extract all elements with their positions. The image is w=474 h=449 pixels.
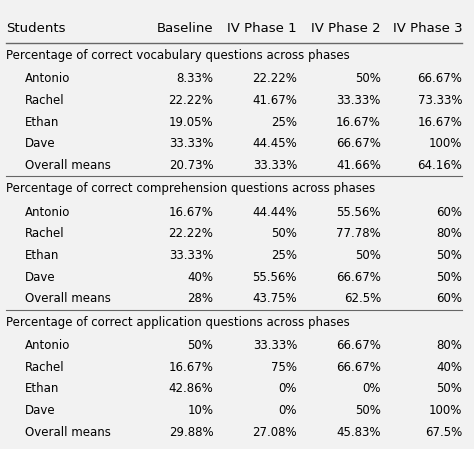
Text: 50%: 50% (355, 249, 381, 262)
Text: 45.83%: 45.83% (337, 426, 381, 439)
Text: 16.67%: 16.67% (418, 116, 462, 129)
Text: 41.67%: 41.67% (252, 94, 297, 107)
Text: Antonio: Antonio (25, 339, 70, 352)
Text: 55.56%: 55.56% (337, 206, 381, 219)
Text: 66.67%: 66.67% (336, 271, 381, 284)
Text: 33.33%: 33.33% (169, 137, 213, 150)
Text: 20.73%: 20.73% (169, 159, 213, 172)
Text: Dave: Dave (25, 404, 55, 417)
Text: 16.67%: 16.67% (168, 206, 213, 219)
Text: 29.88%: 29.88% (169, 426, 213, 439)
Text: Ethan: Ethan (25, 249, 59, 262)
Text: 25%: 25% (271, 249, 297, 262)
Text: 28%: 28% (187, 292, 213, 305)
Text: 22.22%: 22.22% (252, 72, 297, 85)
Text: Overall means: Overall means (25, 292, 110, 305)
Text: 33.33%: 33.33% (253, 339, 297, 352)
Text: 41.66%: 41.66% (336, 159, 381, 172)
Text: 44.45%: 44.45% (252, 137, 297, 150)
Text: Dave: Dave (25, 137, 55, 150)
Text: 40%: 40% (187, 271, 213, 284)
Text: Percentage of correct application questions across phases: Percentage of correct application questi… (6, 316, 350, 329)
Text: 50%: 50% (437, 271, 462, 284)
Text: Antonio: Antonio (25, 72, 70, 85)
Text: 73.33%: 73.33% (418, 94, 462, 107)
Text: 55.56%: 55.56% (253, 271, 297, 284)
Text: 66.67%: 66.67% (336, 339, 381, 352)
Text: Rachel: Rachel (25, 227, 64, 240)
Text: 80%: 80% (437, 339, 462, 352)
Text: 22.22%: 22.22% (168, 227, 213, 240)
Text: 0%: 0% (279, 383, 297, 396)
Text: 50%: 50% (437, 383, 462, 396)
Text: Ethan: Ethan (25, 383, 59, 396)
Text: 62.5%: 62.5% (344, 292, 381, 305)
Text: 8.33%: 8.33% (176, 72, 213, 85)
Text: Students: Students (6, 22, 65, 35)
Text: 44.44%: 44.44% (252, 206, 297, 219)
Text: Rachel: Rachel (25, 361, 64, 374)
Text: 66.67%: 66.67% (336, 361, 381, 374)
Text: 66.67%: 66.67% (418, 72, 462, 85)
Text: 0%: 0% (363, 383, 381, 396)
Text: 77.78%: 77.78% (336, 227, 381, 240)
Text: 50%: 50% (437, 249, 462, 262)
Text: 25%: 25% (271, 116, 297, 129)
Text: 80%: 80% (437, 227, 462, 240)
Text: 33.33%: 33.33% (253, 159, 297, 172)
Text: Antonio: Antonio (25, 206, 70, 219)
Text: Percentage of correct comprehension questions across phases: Percentage of correct comprehension ques… (6, 182, 375, 195)
Text: 40%: 40% (437, 361, 462, 374)
Text: IV Phase 3: IV Phase 3 (393, 22, 462, 35)
Text: 33.33%: 33.33% (169, 249, 213, 262)
Text: 75%: 75% (271, 361, 297, 374)
Text: 50%: 50% (355, 72, 381, 85)
Text: Rachel: Rachel (25, 94, 64, 107)
Text: 50%: 50% (271, 227, 297, 240)
Text: 67.5%: 67.5% (425, 426, 462, 439)
Text: 43.75%: 43.75% (253, 292, 297, 305)
Text: 22.22%: 22.22% (168, 94, 213, 107)
Text: 0%: 0% (279, 404, 297, 417)
Text: IV Phase 1: IV Phase 1 (228, 22, 297, 35)
Text: 60%: 60% (437, 206, 462, 219)
Text: 60%: 60% (437, 292, 462, 305)
Text: Percentage of correct vocabulary questions across phases: Percentage of correct vocabulary questio… (6, 49, 350, 62)
Text: Dave: Dave (25, 271, 55, 284)
Text: 50%: 50% (187, 339, 213, 352)
Text: 10%: 10% (187, 404, 213, 417)
Text: 27.08%: 27.08% (253, 426, 297, 439)
Text: Overall means: Overall means (25, 426, 110, 439)
Text: 66.67%: 66.67% (336, 137, 381, 150)
Text: 50%: 50% (355, 404, 381, 417)
Text: 19.05%: 19.05% (169, 116, 213, 129)
Text: 64.16%: 64.16% (418, 159, 462, 172)
Text: 16.67%: 16.67% (168, 361, 213, 374)
Text: 33.33%: 33.33% (337, 94, 381, 107)
Text: 42.86%: 42.86% (169, 383, 213, 396)
Text: IV Phase 2: IV Phase 2 (311, 22, 381, 35)
Text: 100%: 100% (429, 404, 462, 417)
Text: 100%: 100% (429, 137, 462, 150)
Text: Baseline: Baseline (156, 22, 213, 35)
Text: Ethan: Ethan (25, 116, 59, 129)
Text: Overall means: Overall means (25, 159, 110, 172)
Text: 16.67%: 16.67% (336, 116, 381, 129)
